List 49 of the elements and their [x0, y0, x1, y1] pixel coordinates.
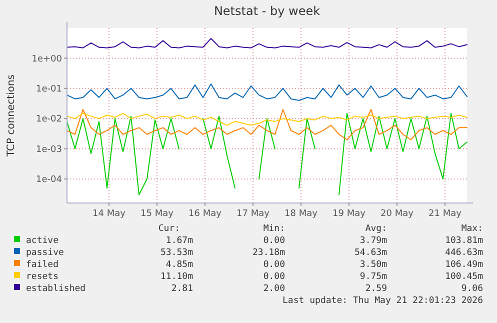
text: 54.63m	[354, 248, 387, 258]
text: 0.00	[263, 272, 285, 282]
text: Avg:	[365, 224, 387, 234]
legend-label: active	[26, 236, 59, 246]
x-tick-label: 15 May	[140, 209, 174, 219]
text: 100.45m	[445, 272, 483, 282]
x-tick-label: 18 May	[284, 209, 318, 219]
text: 2.81	[171, 284, 193, 294]
text: Last update: Thu May 21 22:01:23 2026	[282, 296, 483, 306]
text: 23.18m	[252, 248, 285, 258]
text: 446.63m	[445, 248, 483, 258]
text: Max:	[461, 224, 483, 234]
legend-label: resets	[26, 272, 59, 282]
y-tick-label: 1e-01	[36, 84, 62, 95]
line-series	[66, 112, 468, 126]
text: 106.49m	[445, 260, 483, 270]
x-tick-label: 17 May	[236, 209, 270, 219]
text: Cur:	[158, 224, 180, 234]
text: 11.10m	[160, 272, 193, 282]
text: 1.67m	[166, 236, 193, 246]
y-axis-title: TCP connections	[6, 74, 17, 158]
y-tick-label: 1e-02	[36, 114, 62, 125]
x-tick-label: 20 May	[380, 209, 414, 219]
text: 53.53m	[160, 248, 193, 258]
text: 3.50m	[360, 260, 387, 270]
legend-label: failed	[26, 260, 59, 270]
legend-label: established	[26, 284, 86, 294]
text: 0.00	[263, 260, 285, 270]
text: 2.59	[365, 284, 387, 294]
y-tick-label: 1e-04	[36, 175, 62, 186]
legend-label: passive	[26, 248, 64, 258]
text: Min:	[263, 224, 285, 234]
text: 103.81m	[445, 236, 483, 246]
x-tick-label: 14 May	[92, 209, 126, 219]
text: 4.85m	[166, 260, 193, 270]
x-tick-label: 16 May	[188, 209, 222, 219]
text: 9.75m	[360, 272, 387, 282]
chart-title: Netstat - by week	[214, 4, 320, 18]
x-tick-label: 21 May	[428, 209, 462, 219]
text: 3.79m	[360, 236, 387, 246]
line-series	[66, 38, 468, 48]
text: 2.00	[263, 284, 285, 294]
line-series	[66, 108, 468, 140]
text: 9.06	[461, 284, 483, 294]
line-series	[66, 83, 468, 101]
text: 0.00	[263, 236, 285, 246]
x-tick-label: 19 May	[332, 209, 366, 219]
y-tick-label: 1e-03	[36, 144, 62, 155]
y-tick-label: 1e+00	[32, 54, 62, 64]
